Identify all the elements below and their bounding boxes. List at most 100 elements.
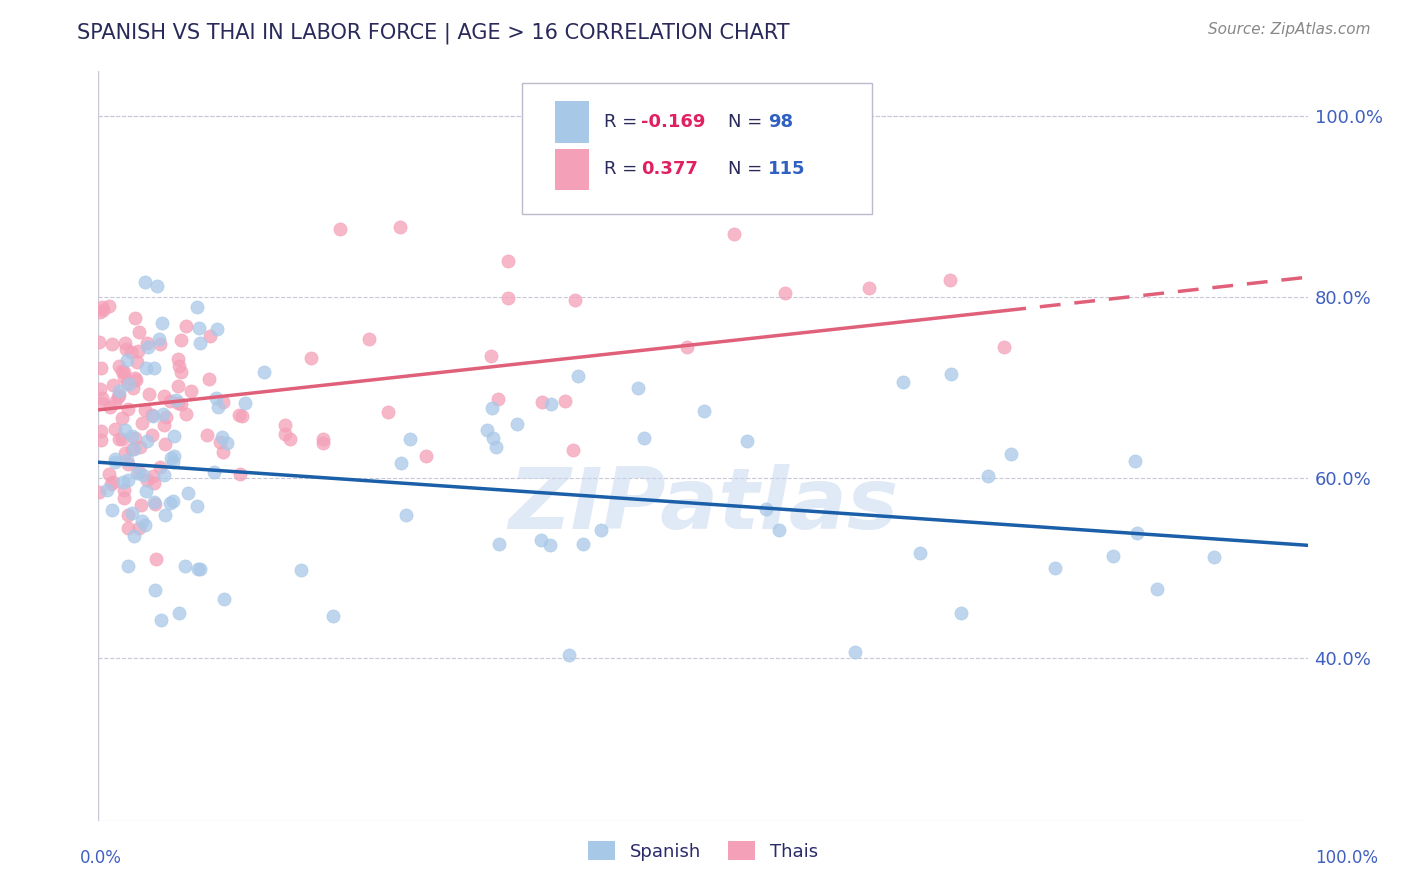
Point xyxy=(150,316,173,330)
Point xyxy=(142,360,165,375)
Point xyxy=(101,503,124,517)
Text: 0.0%: 0.0% xyxy=(80,849,122,867)
Point xyxy=(90,424,112,438)
Text: 115: 115 xyxy=(768,161,806,178)
Point xyxy=(125,373,148,387)
Point xyxy=(475,423,498,437)
Point xyxy=(152,388,174,402)
Point xyxy=(485,440,508,454)
Point xyxy=(572,537,595,551)
Point xyxy=(228,408,250,422)
Point xyxy=(149,459,172,474)
Point xyxy=(159,496,181,510)
Point xyxy=(212,445,235,459)
Point xyxy=(858,281,880,295)
Text: 100.0%: 100.0% xyxy=(1316,849,1378,867)
Point xyxy=(101,377,124,392)
Point xyxy=(481,431,503,445)
Point xyxy=(496,254,519,268)
Point xyxy=(134,275,156,289)
Point xyxy=(128,326,150,340)
Point xyxy=(488,537,510,551)
Point xyxy=(273,426,295,441)
Point xyxy=(148,332,170,346)
Point xyxy=(121,506,143,520)
Point xyxy=(202,465,225,479)
Point xyxy=(299,351,322,365)
Text: 98: 98 xyxy=(768,113,793,131)
Point xyxy=(120,345,142,359)
Text: N =: N = xyxy=(728,113,769,131)
Point xyxy=(208,435,231,450)
Point xyxy=(112,365,135,379)
FancyBboxPatch shape xyxy=(522,83,872,214)
Point xyxy=(150,613,173,627)
Point xyxy=(195,427,218,442)
Point xyxy=(633,431,655,445)
Point xyxy=(170,365,193,379)
Point xyxy=(90,360,112,375)
Point xyxy=(735,434,758,449)
Point xyxy=(141,427,163,442)
Point xyxy=(1146,582,1168,596)
Point xyxy=(891,375,914,389)
Point xyxy=(153,437,176,451)
Point xyxy=(377,405,399,419)
Text: R =: R = xyxy=(603,161,643,178)
Point xyxy=(114,423,136,437)
Point xyxy=(135,484,157,499)
Point xyxy=(398,432,420,446)
Point xyxy=(486,392,509,406)
Point xyxy=(129,440,152,454)
Point xyxy=(755,501,778,516)
Point xyxy=(136,340,159,354)
Point xyxy=(253,365,276,379)
Point xyxy=(142,495,165,509)
Point xyxy=(188,561,211,575)
Point xyxy=(104,394,127,409)
Point xyxy=(496,291,519,305)
Point xyxy=(215,436,238,450)
Point xyxy=(145,552,167,566)
Point xyxy=(89,382,111,396)
Point xyxy=(117,473,139,487)
Text: Source: ZipAtlas.com: Source: ZipAtlas.com xyxy=(1208,22,1371,37)
Point xyxy=(127,343,149,358)
Point xyxy=(112,369,135,384)
Point xyxy=(167,359,190,373)
Point xyxy=(135,434,157,449)
Point xyxy=(90,396,112,410)
Point xyxy=(675,340,697,354)
Point xyxy=(125,355,148,369)
Point xyxy=(723,227,745,241)
Point xyxy=(177,485,200,500)
Point xyxy=(564,293,586,308)
Point xyxy=(97,467,120,481)
Point xyxy=(167,351,190,366)
Point xyxy=(274,418,297,433)
Point xyxy=(198,371,221,385)
Point xyxy=(149,336,172,351)
Point xyxy=(322,608,344,623)
Point xyxy=(122,529,145,543)
Point xyxy=(104,451,127,466)
Point xyxy=(143,475,166,490)
Point xyxy=(977,469,1000,483)
Point xyxy=(1126,525,1149,540)
Point xyxy=(142,409,165,424)
Point xyxy=(104,455,127,469)
Text: R =: R = xyxy=(603,113,643,131)
Point xyxy=(143,582,166,597)
Text: -0.169: -0.169 xyxy=(641,113,706,131)
Point xyxy=(557,648,579,662)
Point xyxy=(391,456,413,470)
Point xyxy=(108,359,131,373)
Point xyxy=(162,455,184,469)
Point xyxy=(118,376,141,391)
Point xyxy=(167,607,190,621)
Point xyxy=(131,417,153,431)
Point xyxy=(773,285,796,300)
Point xyxy=(950,607,973,621)
Point xyxy=(89,485,111,500)
Point xyxy=(134,517,156,532)
